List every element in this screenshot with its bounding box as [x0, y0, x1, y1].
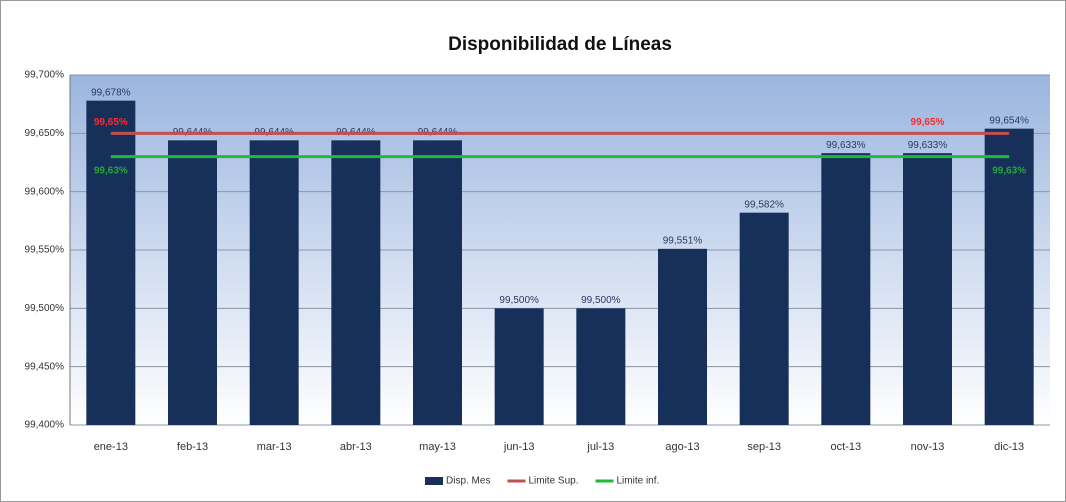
bar — [984, 128, 1034, 425]
bar — [658, 248, 707, 425]
y-tick-label: 99,600% — [25, 186, 65, 197]
bar — [739, 212, 789, 425]
x-tick-label: ene-13 — [94, 441, 128, 453]
x-tick-label: dic-13 — [994, 441, 1024, 453]
x-tick-label: jun-13 — [503, 441, 535, 453]
legend-swatch — [425, 477, 443, 485]
y-tick-label: 99,650% — [25, 128, 65, 139]
bar — [86, 100, 136, 426]
data-label: 99,63% — [992, 165, 1026, 176]
x-tick-label: oct-13 — [831, 441, 862, 453]
bar — [413, 140, 462, 426]
data-label: 99,63% — [94, 165, 128, 176]
bar — [903, 153, 952, 425]
bar — [168, 140, 217, 426]
data-label: 99,65% — [94, 117, 128, 128]
data-label: 99,633% — [908, 140, 948, 151]
legend-label: Disp. Mes — [446, 476, 490, 487]
chart-title: Disponibilidad de Líneas — [448, 34, 672, 55]
data-label: 99,500% — [499, 295, 539, 306]
y-tick-label: 99,700% — [25, 70, 65, 81]
bar — [821, 153, 871, 425]
x-tick-label: feb-13 — [177, 441, 208, 453]
data-label: 99,654% — [989, 115, 1029, 126]
bar — [331, 140, 381, 426]
data-label: 99,500% — [581, 295, 621, 306]
y-tick-label: 99,450% — [25, 361, 65, 372]
y-tick-label: 99,400% — [25, 420, 65, 431]
x-tick-label: may-13 — [419, 441, 456, 453]
x-tick-label: mar-13 — [257, 441, 292, 453]
y-tick-label: 99,550% — [25, 245, 65, 256]
x-tick-label: ago-13 — [665, 441, 699, 453]
data-label: 99,582% — [744, 199, 784, 210]
legend-label: Limite inf. — [616, 476, 659, 487]
x-tick-label: jul-13 — [586, 441, 614, 453]
y-tick-label: 99,500% — [25, 303, 65, 314]
bar — [249, 140, 299, 426]
x-tick-label: nov-13 — [911, 441, 945, 453]
data-label: 99,678% — [91, 87, 131, 98]
x-tick-label: abr-13 — [340, 441, 372, 453]
bar — [576, 308, 626, 425]
data-label: 99,65% — [911, 117, 945, 128]
data-label: 99,551% — [663, 235, 703, 246]
data-label: 99,633% — [826, 140, 866, 151]
legend-label: Limite Sup. — [528, 476, 578, 487]
x-tick-label: sep-13 — [747, 441, 781, 453]
bar — [494, 308, 544, 425]
